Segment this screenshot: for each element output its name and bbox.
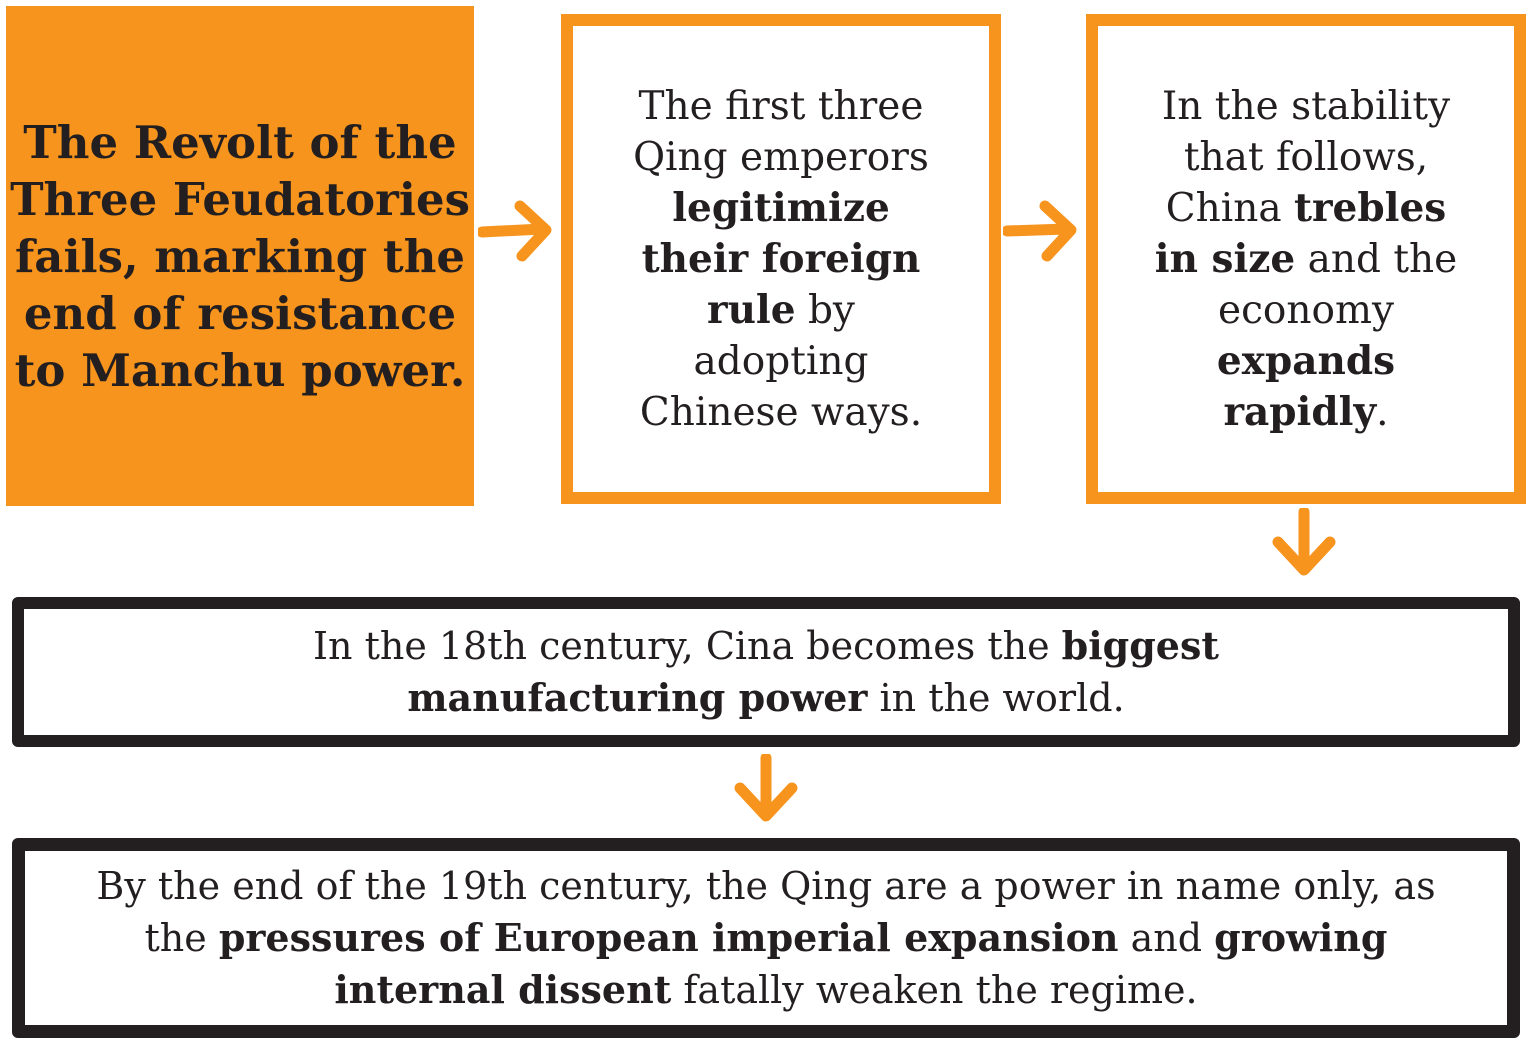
step-1-box: The Revolt of the Three Feudatories fail… <box>6 6 474 506</box>
step-2-emphasis: legitimize their foreign rule <box>641 184 921 333</box>
step-3-emphasis: expands rapidly <box>1216 337 1396 435</box>
arrow-down-icon <box>728 754 804 826</box>
step-5-text-part: fatally weaken the regime. <box>671 967 1198 1012</box>
step-2-text-part: by adopting Chinese ways. <box>639 287 923 435</box>
step-3-box: In the stability that follows, China tre… <box>1086 14 1526 504</box>
step-3-emphasis: trebles in size <box>1154 184 1447 282</box>
step-2-text-part: The first three Qing emperors <box>633 83 929 180</box>
step-3-text: In the stability that follows, China tre… <box>1147 81 1465 438</box>
step-3-text-part: In the stability that follows, China <box>1161 83 1451 231</box>
step-5-text: By the end of the 19th century, the Qing… <box>76 861 1456 1016</box>
step-1-text: The Revolt of the Three Feudatories fail… <box>10 115 470 397</box>
step-5-text-part: and <box>1118 915 1215 960</box>
step-5-box: By the end of the 19th century, the Qing… <box>12 838 1520 1038</box>
step-5-emphasis: pressures of European imperial expansion <box>218 914 1119 960</box>
step-5-emphasis: growing internal dissent <box>334 914 1388 1012</box>
step-4-text: In the 18th century, Cina becomes the bi… <box>261 620 1271 724</box>
arrow-right-icon <box>478 192 554 268</box>
arrow-down-icon <box>1266 508 1342 580</box>
step-4-box: In the 18th century, Cina becomes the bi… <box>12 597 1520 747</box>
step-4-text-part: In the 18th century, Cina becomes the <box>313 624 1062 668</box>
step-2-text: The first three Qing emperors legitimize… <box>621 81 941 438</box>
step-4-emphasis: biggest manufacturing power <box>407 623 1219 720</box>
step-5-text-part: By the end of the 19th century, the Qing… <box>96 863 1436 960</box>
step-3-text-part: and the economy <box>1217 236 1458 333</box>
step-4-text-part: in the world. <box>867 676 1125 720</box>
step-2-box: The first three Qing emperors legitimize… <box>561 14 1001 504</box>
step-3-text-part: . <box>1376 389 1389 435</box>
arrow-right-icon <box>1003 192 1079 268</box>
